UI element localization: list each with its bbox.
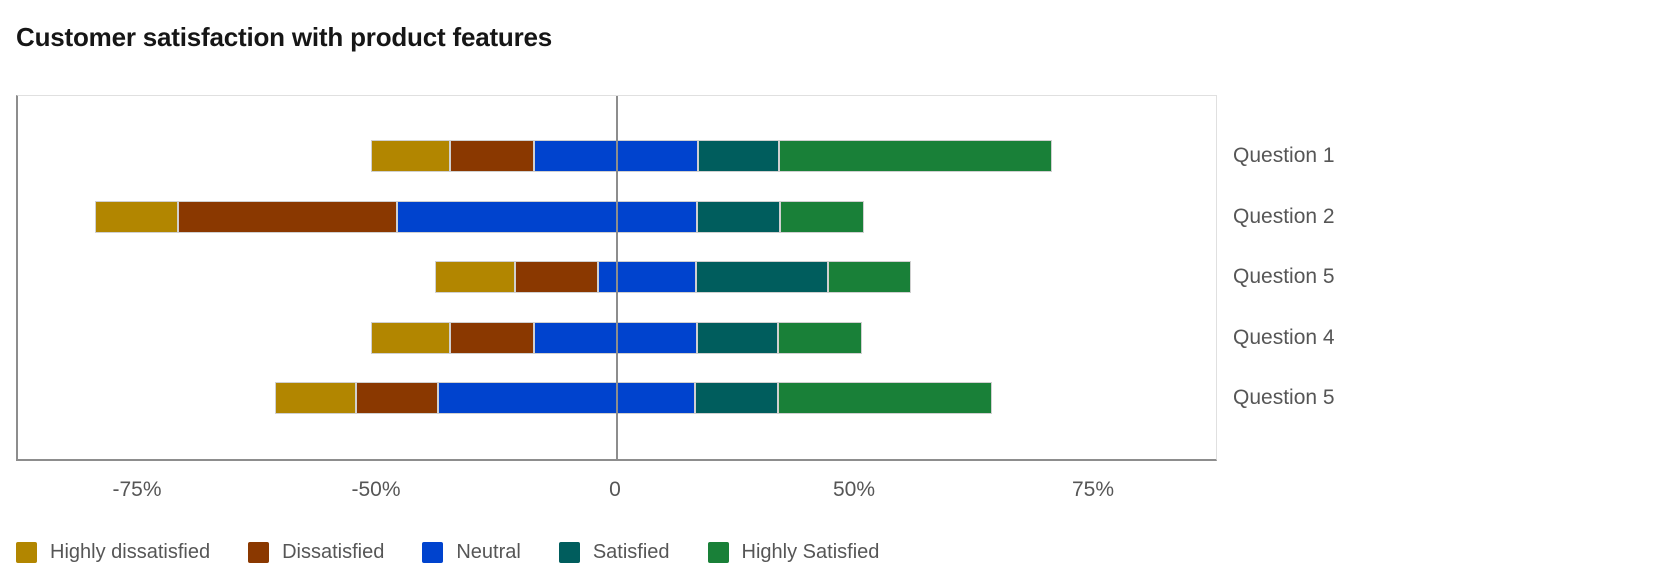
chart-title: Customer satisfaction with product featu… xyxy=(16,22,553,52)
segment-highly-dissatisfied[interactable] xyxy=(371,321,451,354)
segment-dissatisfied[interactable] xyxy=(356,382,438,414)
legend-label: Dissatisfied xyxy=(282,541,385,563)
category-label: Question 1 xyxy=(1233,144,1335,167)
segment-dissatisfied[interactable] xyxy=(515,261,599,293)
legend-label: Satisfied xyxy=(592,541,670,563)
legend-item-satisfied[interactable]: Satisfied xyxy=(558,540,670,564)
segment-neutral[interactable] xyxy=(598,261,697,293)
segment-neutral[interactable] xyxy=(533,321,697,354)
legend-swatch xyxy=(558,541,580,563)
legend-label: Highly dissatisfied xyxy=(50,541,211,563)
legend-item-highly-dissatisfied[interactable]: Highly dissatisfied xyxy=(16,540,210,564)
x-tick-label: 50% xyxy=(832,478,876,501)
segment-highly-dissatisfied[interactable] xyxy=(274,382,357,414)
segment-satisfied[interactable] xyxy=(695,382,779,414)
x-tick-label: -50% xyxy=(351,478,401,501)
legend-swatch xyxy=(248,541,270,563)
x-tick-label: 75% xyxy=(1071,478,1115,501)
bar-row xyxy=(18,200,1216,233)
legend-label: Highly Satisfied xyxy=(741,541,880,563)
category-label: Question 5 xyxy=(1233,265,1335,288)
bar-row xyxy=(18,321,1216,354)
legend-item-highly-satisfied[interactable]: Highly Satisfied xyxy=(707,540,880,564)
bar-row xyxy=(18,140,1216,172)
segment-dissatisfied[interactable] xyxy=(178,200,397,233)
bar-row xyxy=(18,382,1216,414)
legend-swatch xyxy=(16,541,37,563)
x-tick-label: -75% xyxy=(112,478,162,501)
segment-satisfied[interactable] xyxy=(696,261,829,293)
category-label: Question 5 xyxy=(1233,386,1335,409)
segment-satisfied[interactable] xyxy=(697,200,781,233)
segment-dissatisfied[interactable] xyxy=(450,321,534,354)
zero-baseline xyxy=(616,96,618,459)
segment-satisfied[interactable] xyxy=(697,140,779,172)
segment-neutral[interactable] xyxy=(533,140,698,172)
category-label: Question 4 xyxy=(1233,325,1335,349)
segment-neutral[interactable] xyxy=(438,382,695,414)
segment-highly-satisfied[interactable] xyxy=(778,140,1053,172)
segment-neutral[interactable] xyxy=(396,200,698,233)
segment-dissatisfied[interactable] xyxy=(450,140,534,172)
x-tick-label: 0 xyxy=(609,478,621,501)
segment-highly-satisfied[interactable] xyxy=(777,321,862,354)
legend-swatch xyxy=(422,541,444,563)
legend-swatch xyxy=(707,541,729,563)
segment-highly-dissatisfied[interactable] xyxy=(435,261,516,293)
segment-highly-satisfied[interactable] xyxy=(780,200,865,233)
bar-row xyxy=(18,261,1216,293)
plot-area xyxy=(16,95,1217,461)
segment-highly-satisfied[interactable] xyxy=(828,261,912,293)
segment-highly-dissatisfied[interactable] xyxy=(95,200,178,233)
segment-satisfied[interactable] xyxy=(696,321,778,354)
legend-item-neutral[interactable]: Neutral xyxy=(422,540,521,564)
segment-highly-dissatisfied[interactable] xyxy=(371,140,451,172)
segment-highly-satisfied[interactable] xyxy=(778,382,993,414)
legend-label: Neutral xyxy=(456,541,521,563)
category-label: Question 2 xyxy=(1233,204,1335,228)
legend-item-dissatisfied[interactable]: Dissatisfied xyxy=(248,540,384,564)
legend: Highly dissatisfied Dissatisfied Neutral Sa… xyxy=(16,540,879,564)
